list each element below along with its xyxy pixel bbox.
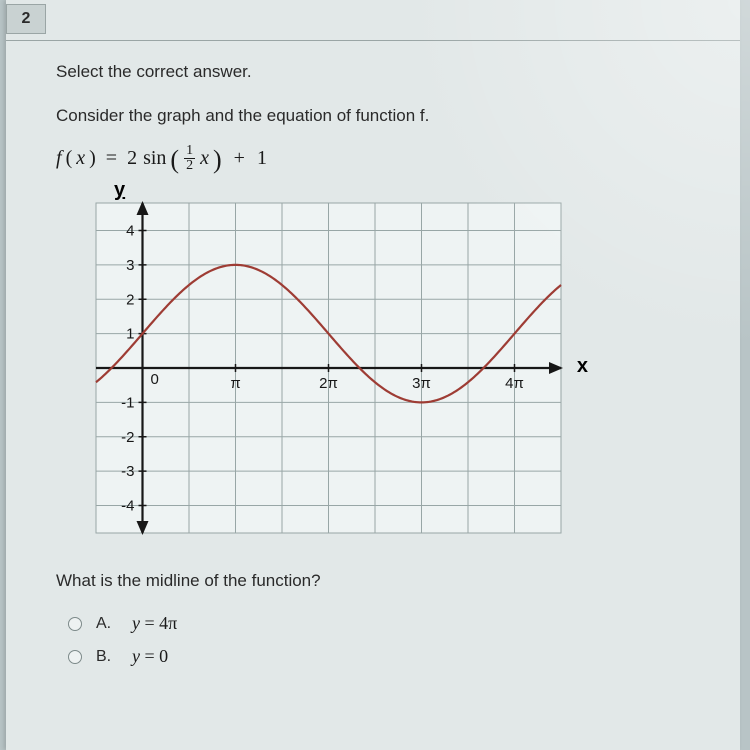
equation-plus: + <box>234 147 245 170</box>
equation-coef: 2 <box>127 147 137 170</box>
equation-eq: = <box>106 147 117 170</box>
svg-text:4: 4 <box>126 223 134 240</box>
option-letter: B. <box>96 648 118 666</box>
divider <box>6 40 740 41</box>
radio-icon[interactable] <box>68 650 82 664</box>
svg-text:2: 2 <box>126 291 134 308</box>
svg-text:-2: -2 <box>121 429 134 446</box>
option-equation: y = 0 <box>132 646 168 667</box>
y-axis-label: y <box>114 179 125 202</box>
svg-text:π: π <box>230 375 240 392</box>
svg-text:4π: 4π <box>505 375 524 392</box>
answer-option-a[interactable]: A. y = 4π <box>68 613 710 634</box>
radio-icon[interactable] <box>68 617 82 631</box>
option-equation: y = 4π <box>132 613 177 634</box>
subprompt-text: Consider the graph and the equation of f… <box>56 106 710 126</box>
chart-svg: 4 3 2 1 -1 -2 -3 -4 0 π 2π 3π 4π <box>56 183 586 553</box>
midline-question: What is the midline of the function? <box>56 571 710 591</box>
equation-inner-var: x <box>200 147 209 170</box>
equation-shift: 1 <box>257 147 267 170</box>
x-axis-label: x <box>577 355 588 378</box>
equation-lhs-f: f <box>56 147 62 170</box>
question-number-badge: 2 <box>6 4 46 34</box>
equation-frac: 1 2 <box>184 144 195 173</box>
svg-text:1: 1 <box>126 326 134 343</box>
svg-text:2π: 2π <box>319 375 338 392</box>
equation-func: sin <box>143 147 166 170</box>
equation-lhs-arg: x <box>76 147 85 170</box>
svg-text:-1: -1 <box>121 394 134 411</box>
svg-text:0: 0 <box>151 371 159 388</box>
prompt-text: Select the correct answer. <box>56 62 710 82</box>
function-graph: y x 4321-1-2-3-40π2π3π4π <box>56 183 586 553</box>
equation: f (x) = 2 sin ( 1 2 x ) + 1 <box>56 144 710 173</box>
svg-text:3: 3 <box>126 257 134 274</box>
svg-text:-3: -3 <box>121 463 134 480</box>
svg-text:3π: 3π <box>412 375 431 392</box>
svg-text:-4: -4 <box>121 498 134 515</box>
option-letter: A. <box>96 615 118 633</box>
answer-option-b[interactable]: B. y = 0 <box>68 646 710 667</box>
